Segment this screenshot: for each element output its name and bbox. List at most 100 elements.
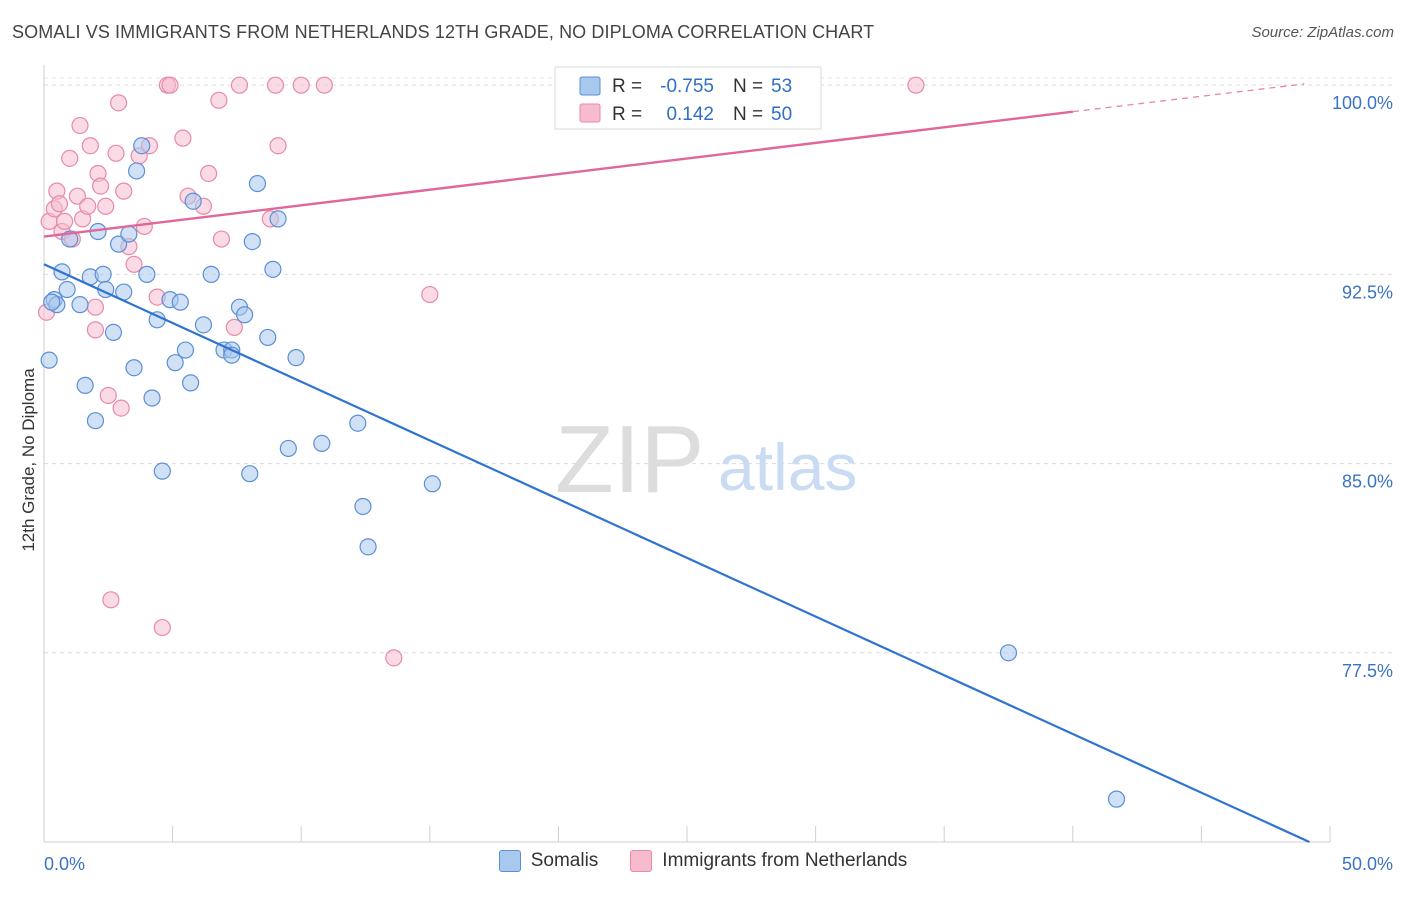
somali-point [423,475,441,493]
stats-r-label-0: R = [612,76,642,97]
stats-r-label-1: R = [612,104,642,125]
somali-point [138,265,156,283]
somali-point [349,414,367,432]
trend-lines [43,83,1310,844]
somali-point [313,434,331,453]
watermark: ZIP atlas [555,406,857,513]
legend-label-somalis: Somalis [530,850,599,871]
somali-point [184,192,202,210]
somali-point [94,265,112,283]
netherlands-point [161,76,179,94]
y-axis-label: 12th Grade, No Diploma [19,368,38,552]
netherlands-point [79,197,97,215]
somali-point [359,538,377,556]
netherlands-point [112,399,130,417]
stats-r-value-1: 0.142 [666,104,714,125]
stats-n-value-1: 50 [771,104,792,125]
netherlands-point [315,76,333,94]
netherlands-point [200,164,218,183]
netherlands-point [266,76,285,94]
x-tick-label-start: 0.0% [44,854,85,874]
netherlands-point [135,217,153,236]
stats-n-label-1: N = [733,104,763,125]
somali-point [279,439,297,458]
stats-swatch-somali [579,76,601,96]
data-points [37,76,1126,808]
netherlands-point [421,285,439,304]
chart-title: SOMALI VS IMMIGRANTS FROM NETHERLANDS 12… [12,22,875,42]
y-tick-label: 85.0% [1342,472,1393,492]
somali-point [202,265,220,283]
somali-point [43,293,61,311]
somali-point [104,323,123,342]
somali-point [109,235,128,253]
netherlands-point [81,137,99,155]
x-tick-label-end: 50.0% [1342,854,1393,874]
netherlands-point [269,137,287,155]
netherlands-point [61,149,79,167]
netherlands-point [97,197,115,215]
netherlands-point [50,195,69,213]
stats-r-value-0: -0.755 [660,76,714,97]
netherlands-point [212,230,231,248]
somali-point [236,306,254,324]
chart-source: Source: ZipAtlas.com [1251,24,1394,41]
somali-point [120,225,138,243]
somali-point [143,389,161,407]
netherlands-point [225,318,243,336]
somali-trend-line [43,263,1310,844]
somali-point [76,376,94,394]
netherlands-point [91,177,110,195]
netherlands-trend-extension [1072,83,1305,113]
netherlands-point [174,129,192,147]
netherlands-point [71,116,89,135]
netherlands-point [86,321,105,339]
netherlands-point [99,386,117,405]
legend-label-netherlands: Immigrants from Netherlands [662,850,908,871]
somali-point [127,162,146,180]
netherlands-point [292,76,310,94]
netherlands-point [230,76,249,94]
somali-point [86,412,105,430]
stats-legend: R = -0.755 N = 53 R = 0.142 N = 50 [554,66,822,130]
somali-point [287,349,305,367]
netherlands-point [109,94,128,112]
netherlands-point [125,255,143,273]
netherlands-point [907,76,925,94]
netherlands-point [68,187,87,205]
legend-item-netherlands[interactable]: Immigrants from Netherlands [630,850,907,872]
watermark-atlas: atlas [718,430,857,504]
netherlands-point [153,618,171,637]
stats-swatch-netherlands [579,103,601,123]
somali-point [40,351,58,369]
somali-point [133,137,151,155]
somali-point [243,232,261,251]
somali-point [269,210,287,228]
somali-point [71,296,89,314]
somali-point [248,174,267,193]
y-tick-label: 92.5% [1342,282,1393,302]
netherlands-point [385,649,403,667]
somali-point [182,374,200,392]
netherlands-point [107,144,125,162]
somali-point [241,465,259,483]
somali-point [259,328,277,347]
legend-item-somalis[interactable]: Somalis [498,850,599,872]
somali-point [58,280,76,299]
netherlands-point [102,591,120,609]
legend-swatch-somalis [498,850,521,872]
somali-point [171,293,189,311]
somali-point [1107,790,1126,808]
somali-point [166,354,184,372]
axes [43,65,1331,843]
legend-swatch-netherlands [630,850,653,872]
somali-point [153,462,171,480]
netherlands-point [115,182,133,200]
grid-lines [44,77,1395,654]
stats-n-value-0: 53 [771,76,792,97]
somali-point [264,260,282,278]
bottom-legend: Somalis Immigrants from Netherlands [0,850,1406,872]
somali-point [125,359,143,377]
